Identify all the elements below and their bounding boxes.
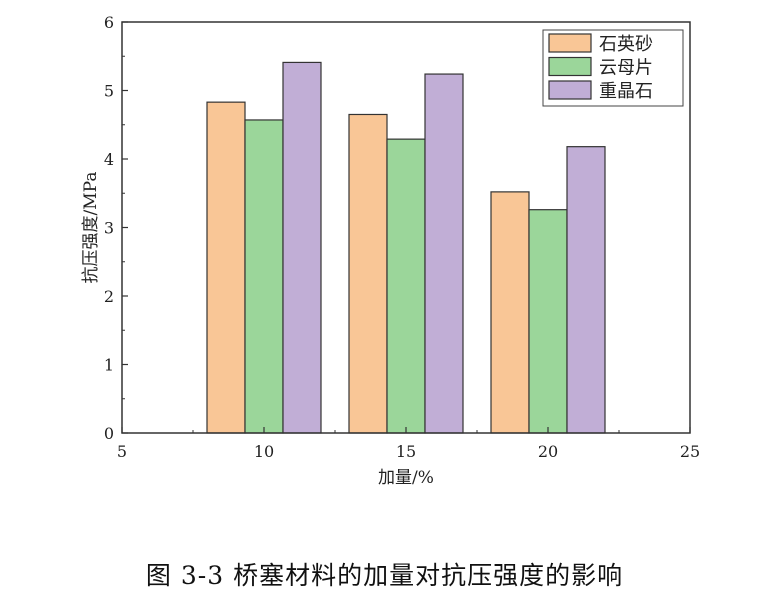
y-tick-label: 1	[104, 356, 114, 375]
bar	[282, 61, 322, 434]
bar	[348, 113, 388, 434]
y-tick-label: 6	[104, 13, 114, 32]
bar	[566, 146, 606, 434]
bar	[386, 138, 426, 434]
legend-label: 石英砂	[599, 34, 653, 55]
y-tick-label: 2	[104, 287, 114, 306]
y-axis-label: 抗压强度/MPa	[81, 172, 101, 284]
x-tick-label: 15	[396, 442, 416, 461]
y-tick-label: 5	[104, 82, 114, 101]
bar	[490, 191, 530, 434]
bar	[424, 73, 464, 434]
x-tick-label: 25	[680, 442, 700, 461]
legend-label: 云母片	[599, 58, 653, 79]
legend-swatch	[548, 80, 592, 100]
y-tick-label: 0	[104, 424, 114, 443]
bar	[528, 209, 568, 434]
x-tick-label: 10	[254, 442, 274, 461]
y-tick-label: 3	[104, 219, 114, 238]
y-tick-label: 4	[104, 150, 114, 169]
bar	[206, 101, 246, 434]
x-axis-label: 加量/%	[378, 468, 434, 488]
figure-caption: 图 3-3 桥塞材料的加量对抗压强度的影响	[145, 561, 624, 590]
legend-label: 重晶石	[599, 81, 653, 102]
x-tick-label: 5	[117, 442, 127, 461]
bar	[244, 119, 284, 434]
legend-swatch	[548, 33, 592, 53]
legend-swatch	[548, 56, 592, 77]
x-tick-label: 20	[538, 442, 558, 461]
